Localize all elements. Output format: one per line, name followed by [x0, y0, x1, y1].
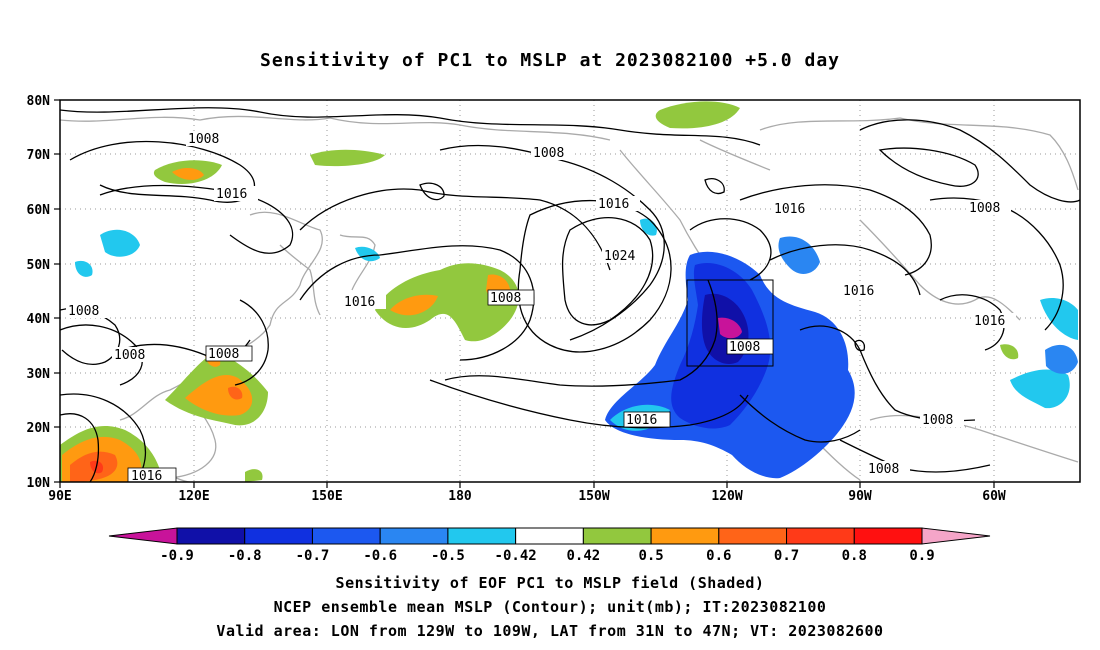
- contour-label: 1008: [68, 304, 99, 319]
- colorbar-label: 0.42: [567, 548, 601, 564]
- contour-label: 1024: [604, 249, 635, 264]
- contour-label: 1016: [974, 314, 1005, 329]
- contour-label: 1016: [598, 197, 629, 212]
- lat-label: 40N: [27, 312, 51, 327]
- colorbar-label: 0.5: [638, 548, 663, 564]
- colorbar-label: -0.5: [431, 548, 465, 564]
- colorbar-label: 0.8: [842, 548, 867, 564]
- lat-label: 80N: [27, 94, 51, 109]
- contour-label: 1008: [729, 340, 760, 355]
- lon-label: 90W: [848, 489, 872, 504]
- valid-area-box: [686, 279, 774, 367]
- colorbar-label: -0.42: [495, 548, 537, 564]
- colorbar-box: [379, 527, 449, 545]
- contour-label: 1008: [490, 291, 521, 306]
- contour-label: 1016: [131, 469, 162, 484]
- lon-label: 180: [448, 489, 472, 504]
- contour-labels: 1008 1016 1008 1016 1024 1016 1008 1016 …: [66, 131, 1016, 484]
- map-title: Sensitivity of PC1 to MSLP at 2023082100…: [259, 50, 840, 71]
- lon-label: 120E: [178, 489, 209, 504]
- contour-label: 1008: [969, 201, 1000, 216]
- tick-marks: [54, 99, 995, 488]
- contour-label: 1016: [774, 202, 805, 217]
- colorbar-label: -0.7: [296, 548, 330, 564]
- colorbar-box: [311, 527, 381, 545]
- caption-line-2: NCEP ensemble mean MSLP (Contour); unit(…: [273, 598, 827, 616]
- contour-label: 1008: [533, 146, 564, 161]
- lon-label: 150E: [311, 489, 342, 504]
- colorbar-box: [650, 527, 720, 545]
- colorbar-arrow-low: [108, 527, 178, 545]
- colorbar: -0.9 -0.8 -0.7 -0.6 -0.5 -0.42 0.42 0.5 0.6 0.7 0.…: [108, 527, 991, 564]
- colorbar-box: [447, 527, 517, 545]
- colorbar-label: 0.9: [909, 548, 934, 564]
- contour-label: 1008: [188, 132, 219, 147]
- colorbar-label: -0.9: [160, 548, 194, 564]
- contour-label: 1016: [626, 413, 657, 428]
- colorbar-arrow-high: [921, 527, 991, 545]
- colorbar-box: [515, 527, 584, 545]
- contour-label: 1008: [114, 348, 145, 363]
- colorbar-box: [853, 527, 923, 545]
- colorbar-box: [582, 527, 652, 545]
- lat-label: 60N: [27, 203, 51, 218]
- colorbar-label: 0.6: [706, 548, 731, 564]
- lat-label: 70N: [27, 148, 51, 163]
- colorbar-label: -0.6: [363, 548, 397, 564]
- contour-label: 1008: [922, 413, 953, 428]
- contour-label: 1008: [868, 462, 899, 477]
- colorbar-box: [718, 527, 788, 545]
- contour-label: 1008: [208, 347, 239, 362]
- map-frame: [59, 99, 1081, 483]
- lon-label: 90E: [48, 489, 71, 504]
- caption-line-3: Valid area: LON from 129W to 109W, LAT f…: [216, 622, 884, 640]
- latitude-labels: 80N 70N 60N 50N 40N 30N 20N 10N: [27, 94, 51, 491]
- colorbar-label: -0.8: [228, 548, 262, 564]
- lon-label: 120W: [711, 489, 742, 504]
- colorbar-box: [786, 527, 855, 545]
- contour-label: 1016: [216, 187, 247, 202]
- lon-label: 150W: [578, 489, 609, 504]
- lat-label: 30N: [27, 367, 51, 382]
- longitude-labels: 90E 120E 150E 180 150W 120W 90W 60W: [48, 489, 1006, 504]
- colorbar-box: [244, 527, 313, 545]
- lat-label: 10N: [27, 476, 51, 491]
- lon-label: 60W: [982, 489, 1006, 504]
- contour-label: 1016: [344, 295, 375, 310]
- lat-label: 20N: [27, 421, 51, 436]
- caption-line-1: Sensitivity of EOF PC1 to MSLP field (Sh…: [335, 574, 765, 592]
- colorbar-box: [176, 527, 246, 545]
- lat-label: 50N: [27, 258, 51, 273]
- colorbar-label: 0.7: [774, 548, 799, 564]
- contour-label: 1016: [843, 284, 874, 299]
